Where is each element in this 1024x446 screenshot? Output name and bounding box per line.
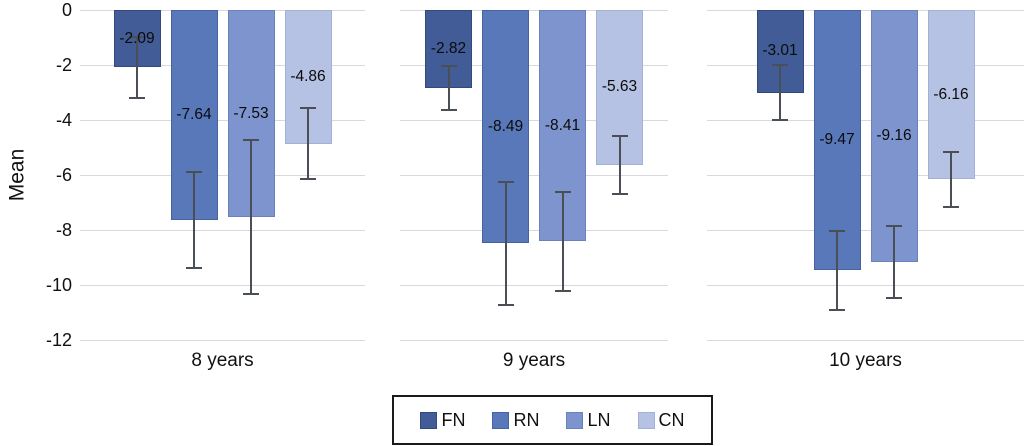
err-vline xyxy=(950,151,952,207)
bar-value-label: -7.64 xyxy=(176,106,212,124)
err-vline xyxy=(779,65,781,121)
bar-value-label: -8.49 xyxy=(487,117,524,135)
legend-swatch-cn xyxy=(637,411,655,429)
panel-9-years: -2.82 -8.49 -8.41 -5.63 xyxy=(400,0,668,350)
category-label-10-years: 10 years xyxy=(829,350,902,371)
err-vline xyxy=(561,191,564,291)
gridline xyxy=(400,175,668,176)
legend-swatch-fn xyxy=(420,411,438,429)
gridline xyxy=(80,65,365,66)
gridline xyxy=(400,340,668,341)
bar-value-label: -9.16 xyxy=(876,126,912,144)
bar-cn-10-years xyxy=(927,10,975,180)
err-cap-top xyxy=(129,36,145,39)
legend-item-fn: FN xyxy=(420,410,465,431)
err-cap-bottom xyxy=(554,289,571,292)
y-tick-label: -8 xyxy=(55,220,72,240)
bar-ln-10-years xyxy=(870,10,918,262)
err-vline xyxy=(447,65,450,110)
err-cap-bottom xyxy=(943,205,959,208)
gridline xyxy=(80,230,365,231)
err-cap-top xyxy=(772,64,788,67)
category-label-8-years: 8 years xyxy=(191,350,254,371)
bar-value-label: -8.41 xyxy=(544,116,581,134)
err-cap-bottom xyxy=(772,119,788,122)
gridline xyxy=(400,230,668,231)
bar-value-label: -5.63 xyxy=(601,78,638,96)
legend-label-rn: RN xyxy=(513,409,540,430)
y-tick-label: -12 xyxy=(45,330,72,350)
err-cap-bottom xyxy=(186,267,202,270)
err-vline xyxy=(504,181,507,306)
err-cap-top xyxy=(497,180,514,183)
legend: FN RN LN CN xyxy=(392,395,713,445)
panel-8-years: -2.09 -7.64 -7.53 -4.86 xyxy=(80,0,365,350)
err-cap-top xyxy=(943,150,959,153)
err-cap-bottom xyxy=(886,296,902,299)
gridline xyxy=(707,340,1024,341)
err-cap-bottom xyxy=(243,293,259,296)
err-cap-bottom xyxy=(300,178,316,181)
gridline xyxy=(80,175,365,176)
panel-10-years: -3.01 -9.47 -9.16 -6.16 xyxy=(707,0,1024,350)
legend-label-fn: FN xyxy=(441,409,466,430)
err-vline xyxy=(307,107,309,180)
gridline xyxy=(400,65,668,66)
err-cap-bottom xyxy=(440,108,457,111)
err-vline xyxy=(136,37,138,98)
bar-value-label: -7.53 xyxy=(233,104,269,122)
gridline xyxy=(400,285,668,286)
legend-item-cn: CN xyxy=(637,409,685,431)
err-vline xyxy=(250,140,252,295)
err-vline xyxy=(836,230,838,311)
legend-item-ln: LN xyxy=(566,409,611,431)
gridline xyxy=(400,10,668,11)
err-vline xyxy=(193,171,195,269)
bar-value-label: -2.09 xyxy=(119,29,155,47)
err-cap-top xyxy=(243,139,259,142)
gridline xyxy=(707,120,1024,121)
gridline xyxy=(80,120,365,121)
gridline xyxy=(707,230,1024,231)
err-cap-bottom xyxy=(497,304,514,307)
err-cap-top xyxy=(554,190,571,193)
err-cap-top xyxy=(440,64,457,67)
err-cap-top xyxy=(186,170,202,173)
bar-value-label: -2.82 xyxy=(430,39,467,57)
y-tick-label: -10 xyxy=(45,275,72,295)
err-vline xyxy=(893,226,895,298)
err-cap-bottom xyxy=(611,192,628,195)
y-tick-label: -6 xyxy=(55,165,72,185)
y-tick-label: 0 xyxy=(61,0,72,20)
legend-label-ln: LN xyxy=(587,409,611,430)
err-cap-top xyxy=(300,106,316,109)
category-label-9-years: 9 years xyxy=(502,350,566,371)
legend-item-rn: RN xyxy=(492,410,539,431)
err-cap-bottom xyxy=(129,96,145,99)
gridline xyxy=(707,65,1024,66)
err-cap-bottom xyxy=(829,309,845,312)
legend-swatch-ln xyxy=(566,411,584,429)
err-cap-top xyxy=(886,225,902,228)
gridline xyxy=(400,120,668,121)
gridline xyxy=(80,10,365,11)
legend-swatch-rn xyxy=(492,411,510,429)
gridline xyxy=(707,10,1024,11)
bar-value-label: -9.47 xyxy=(819,131,855,149)
bar-value-label: -4.86 xyxy=(290,67,326,85)
gridline xyxy=(80,285,365,286)
y-tick-label: -2 xyxy=(55,55,72,75)
bar-rn-10-years xyxy=(813,10,861,271)
gridline xyxy=(80,340,365,341)
bar-value-label: -3.01 xyxy=(762,42,798,60)
gridline xyxy=(707,175,1024,176)
legend-label-cn: CN xyxy=(658,409,685,430)
err-vline xyxy=(618,135,621,194)
y-tick-label: -4 xyxy=(55,110,72,130)
err-cap-top xyxy=(611,134,628,137)
err-cap-top xyxy=(829,229,845,232)
gridline xyxy=(707,285,1024,286)
bar-value-label: -6.16 xyxy=(933,85,969,103)
